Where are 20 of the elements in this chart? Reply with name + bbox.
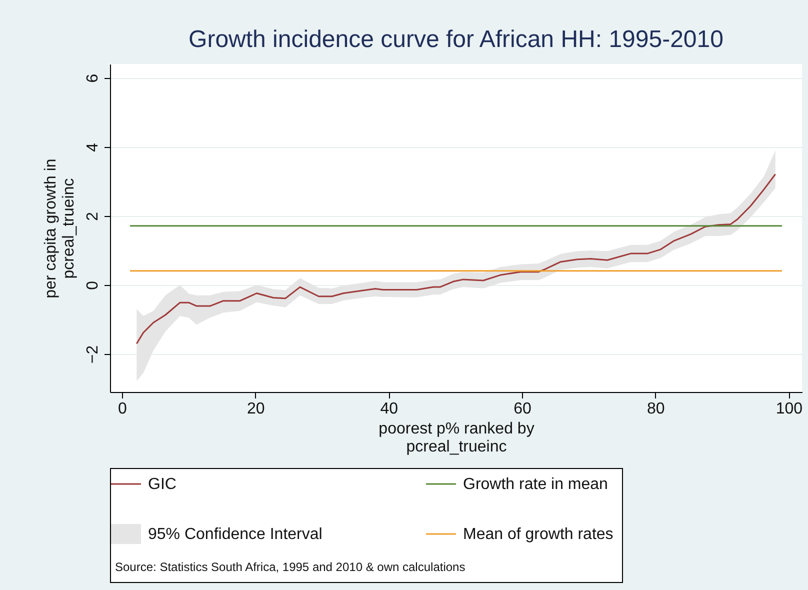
x-tick-label: 40 [380, 400, 398, 418]
x-tick-label: 100 [776, 400, 803, 418]
legend-label: Growth rate in mean [463, 476, 608, 493]
x-tick-label: 60 [514, 400, 532, 418]
chart-title: Growth incidence curve for African HH: 1995-2010 [188, 26, 724, 53]
y-tick-label: 4 [84, 142, 102, 152]
y-tick-label: 6 [84, 74, 102, 83]
y-tick-label: 2 [84, 212, 102, 221]
y-tick-label: 0 [84, 280, 102, 290]
y-tick-label: −2 [84, 345, 102, 364]
y-axis-title: per capita growth in pcreal_trueinc [42, 158, 78, 298]
line-series [136, 173, 776, 344]
text: 95% Confidence Interval [148, 526, 322, 543]
legend-label: Mean of growth rates [463, 526, 614, 543]
x-tick-label: 80 [646, 400, 665, 418]
legend-label: GIC [148, 476, 176, 493]
x-tick-label: 20 [246, 400, 265, 418]
x-tick-label: 0 [118, 400, 128, 418]
x-axis-title: poorest p% ranked by pcreal_trueinc [378, 420, 534, 456]
source-note: Source: Statistics South Africa, 1995 and 2010 & own calculations [115, 560, 466, 574]
